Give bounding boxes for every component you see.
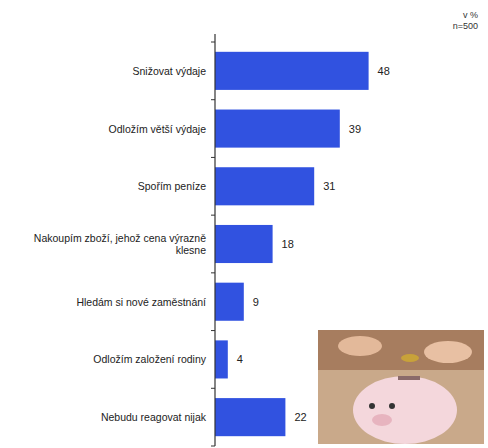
category-label: Odložím založení rodiny xyxy=(93,353,206,365)
coin xyxy=(401,354,419,362)
label-line: Nebudu reagovat nijak xyxy=(101,411,207,423)
label-line: Odložím založení rodiny xyxy=(93,353,206,365)
hand xyxy=(338,336,382,356)
chart: 48 Snižovat výdaje 39 Odložím větší výdaje 3… xyxy=(0,0,488,448)
bar xyxy=(215,283,244,321)
category-label: Nebudu reagovat nijak xyxy=(101,411,207,423)
pig-eye xyxy=(369,403,375,409)
bar xyxy=(215,167,314,205)
label-line: klesne xyxy=(176,244,207,256)
category-label: Odložím větší výdaje xyxy=(109,123,207,135)
bars xyxy=(215,52,369,436)
label-line: Spořím peníze xyxy=(138,180,206,192)
piggy-bank-picture xyxy=(318,330,484,444)
annotation: v % xyxy=(463,10,478,20)
category-label: Hledám si nové zaměstnání xyxy=(76,296,206,308)
bar xyxy=(215,398,285,436)
pig-eye xyxy=(389,403,395,409)
bar xyxy=(215,52,369,90)
coin-slot xyxy=(398,376,420,380)
category-label: Snižovat výdaje xyxy=(132,65,206,77)
picture-background xyxy=(318,330,484,444)
bar xyxy=(215,225,273,263)
data-label: 18 xyxy=(282,238,294,250)
data-label: 39 xyxy=(349,123,361,135)
label-line: Hledám si nové zaměstnání xyxy=(76,296,206,308)
category-label: Spořím peníze xyxy=(138,180,206,192)
data-label: 22 xyxy=(294,411,306,423)
pig-body xyxy=(353,376,457,444)
category-tick xyxy=(211,330,215,331)
annotation: n=500 xyxy=(453,21,478,31)
label-line: Nakoupím zboží, jehož cena výrazně xyxy=(34,232,206,244)
label-line: Snižovat výdaje xyxy=(132,65,206,77)
data-label: 48 xyxy=(378,65,390,77)
category-tick xyxy=(211,272,215,273)
bar xyxy=(215,110,340,148)
category-axis xyxy=(214,34,215,446)
category-tick xyxy=(211,388,215,389)
label-line: Odložím větší výdaje xyxy=(109,123,207,135)
category-tick xyxy=(211,99,215,100)
pig-snout xyxy=(372,414,392,426)
hand xyxy=(424,341,472,363)
data-label: 9 xyxy=(253,296,259,308)
category-tick xyxy=(211,42,215,43)
category-tick xyxy=(211,446,215,447)
data-label: 4 xyxy=(237,353,243,365)
labels: 48 Snižovat výdaje 39 Odložím větší výdaje 3… xyxy=(34,65,390,423)
data-label: 31 xyxy=(323,180,335,192)
bar xyxy=(215,340,228,378)
category-label: Nakoupím zboží, jehož cena výrazněklesne xyxy=(34,232,206,256)
picture-shade xyxy=(318,330,484,370)
category-tick xyxy=(211,157,215,158)
category-tick xyxy=(211,215,215,216)
